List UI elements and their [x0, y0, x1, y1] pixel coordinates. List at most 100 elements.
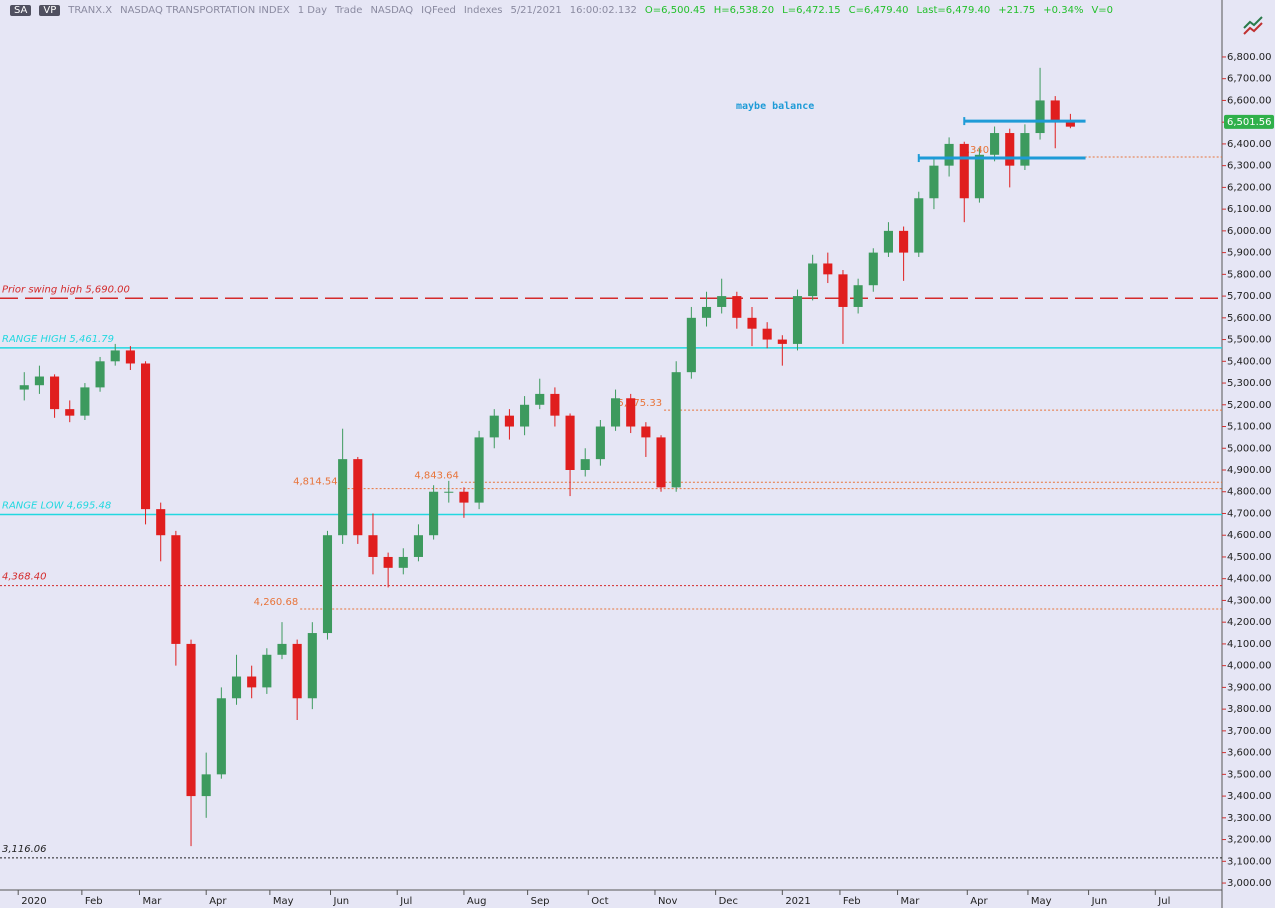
- candle-body: [474, 437, 484, 503]
- candle-body: [656, 437, 666, 488]
- x-tick-label: Mar: [142, 896, 162, 907]
- y-tick-label: 5,900.00: [1227, 248, 1272, 259]
- x-tick-label: Jul: [399, 896, 412, 907]
- candle-body: [398, 556, 408, 568]
- header-field: IQFeed: [421, 5, 456, 16]
- y-tick-label: 6,100.00: [1227, 204, 1272, 215]
- header-field: TRANX.X: [68, 5, 113, 16]
- y-tick-label: 4,500.00: [1227, 552, 1272, 563]
- level-label: 4,260.68: [254, 597, 299, 608]
- candle-body: [65, 409, 75, 416]
- header-field: 1 Day: [297, 5, 328, 16]
- candle-body: [141, 363, 151, 510]
- candle-body: [792, 296, 803, 344]
- candle-body: [429, 491, 439, 536]
- y-tick-label: 4,900.00: [1227, 465, 1272, 476]
- candle-body: [914, 198, 924, 253]
- y-tick-label: 3,400.00: [1227, 791, 1272, 802]
- candle-body: [626, 398, 636, 427]
- candle-body: [580, 459, 590, 470]
- y-tick-label: 3,800.00: [1227, 704, 1272, 715]
- y-tick-label: 5,700.00: [1227, 291, 1272, 302]
- level-label: RANGE LOW 4,695.48: [2, 500, 111, 511]
- level-label: RANGE HIGH 5,461.79: [2, 334, 114, 345]
- header-field: 16:00:02.132: [569, 5, 637, 16]
- header-field: Trade: [335, 5, 363, 16]
- header-field: NASDAQ TRANSPORTATION INDEX: [120, 5, 290, 16]
- header-button[interactable]: SA: [10, 5, 32, 16]
- y-tick-label: 3,700.00: [1227, 726, 1272, 737]
- candle-body: [732, 296, 742, 318]
- candle-body: [868, 252, 878, 286]
- header-quote: L=6,472.15: [782, 5, 841, 16]
- candle-body: [641, 426, 651, 438]
- candle-body: [701, 306, 712, 318]
- candle-body: [231, 676, 242, 699]
- x-tick-label: Apr: [970, 896, 988, 907]
- candle-body: [686, 317, 696, 373]
- y-tick-label: 3,300.00: [1227, 813, 1272, 824]
- candle-body: [974, 154, 984, 199]
- x-tick-label: Oct: [591, 896, 608, 907]
- header-quote: O=6,500.45: [644, 5, 706, 16]
- candle-body: [186, 643, 196, 797]
- y-tick-label: 4,300.00: [1227, 595, 1272, 606]
- candle-body: [1050, 100, 1060, 123]
- y-tick-label: 6,200.00: [1227, 182, 1272, 193]
- candle-body: [535, 393, 545, 405]
- candle-body: [595, 426, 605, 460]
- candle-body: [1020, 133, 1030, 166]
- candle-body: [550, 393, 560, 416]
- candle-body: [489, 415, 499, 438]
- candle-body: [1005, 133, 1015, 166]
- x-tick-label: Feb: [843, 896, 861, 907]
- y-tick-label: 5,000.00: [1227, 443, 1272, 454]
- candle-body: [125, 350, 135, 364]
- header-field: NASDAQ: [370, 5, 414, 16]
- candle-body: [611, 398, 621, 427]
- level-label: 4,814.54: [293, 477, 338, 488]
- y-tick-label: 4,800.00: [1227, 487, 1272, 498]
- y-tick-label: 6,300.00: [1227, 161, 1272, 172]
- candle-body: [262, 654, 272, 688]
- plot-area: [0, 0, 1222, 890]
- candle-body: [747, 317, 757, 329]
- y-tick-label: 4,000.00: [1227, 661, 1272, 672]
- candle-body: [322, 535, 333, 634]
- header-button[interactable]: VP: [39, 5, 61, 16]
- candle-body: [19, 385, 29, 390]
- candle-body: [959, 143, 969, 199]
- x-tick-label: Feb: [85, 896, 103, 907]
- header-quote: +0.34%: [1043, 5, 1084, 16]
- candle-body: [156, 509, 166, 536]
- y-tick-label: 6,000.00: [1227, 226, 1272, 237]
- candle-body: [34, 376, 44, 386]
- annotation: maybe balance: [736, 101, 814, 112]
- x-tick-label: 2020: [21, 896, 46, 907]
- candle-body: [201, 774, 211, 797]
- candle-body: [292, 643, 302, 699]
- y-tick-label: 3,500.00: [1227, 769, 1272, 780]
- candle-body: [853, 285, 863, 307]
- header-quote: H=6,538.20: [713, 5, 775, 16]
- x-tick-label: 2021: [785, 896, 810, 907]
- x-tick-label: May: [273, 896, 294, 907]
- x-tick-label: Mar: [901, 896, 921, 907]
- candle-body: [338, 459, 348, 536]
- y-tick-label: 6,800.00: [1227, 52, 1272, 63]
- candle-body: [277, 643, 287, 655]
- y-tick-label: 3,000.00: [1227, 878, 1272, 889]
- candle-body: [717, 296, 727, 307]
- price-tag: [1224, 114, 1274, 129]
- candle-body: [838, 274, 848, 307]
- candle-body: [504, 415, 514, 427]
- y-tick-label: 5,500.00: [1227, 335, 1272, 346]
- level-label: 3,116.06: [2, 844, 47, 855]
- x-tick-label: Nov: [658, 896, 678, 907]
- candle-body: [671, 372, 681, 488]
- candle-body: [307, 633, 317, 699]
- candle-body: [247, 676, 257, 688]
- x-tick-label: Dec: [719, 896, 738, 907]
- candle-body: [1065, 122, 1075, 127]
- header-field: Indexes: [463, 5, 503, 16]
